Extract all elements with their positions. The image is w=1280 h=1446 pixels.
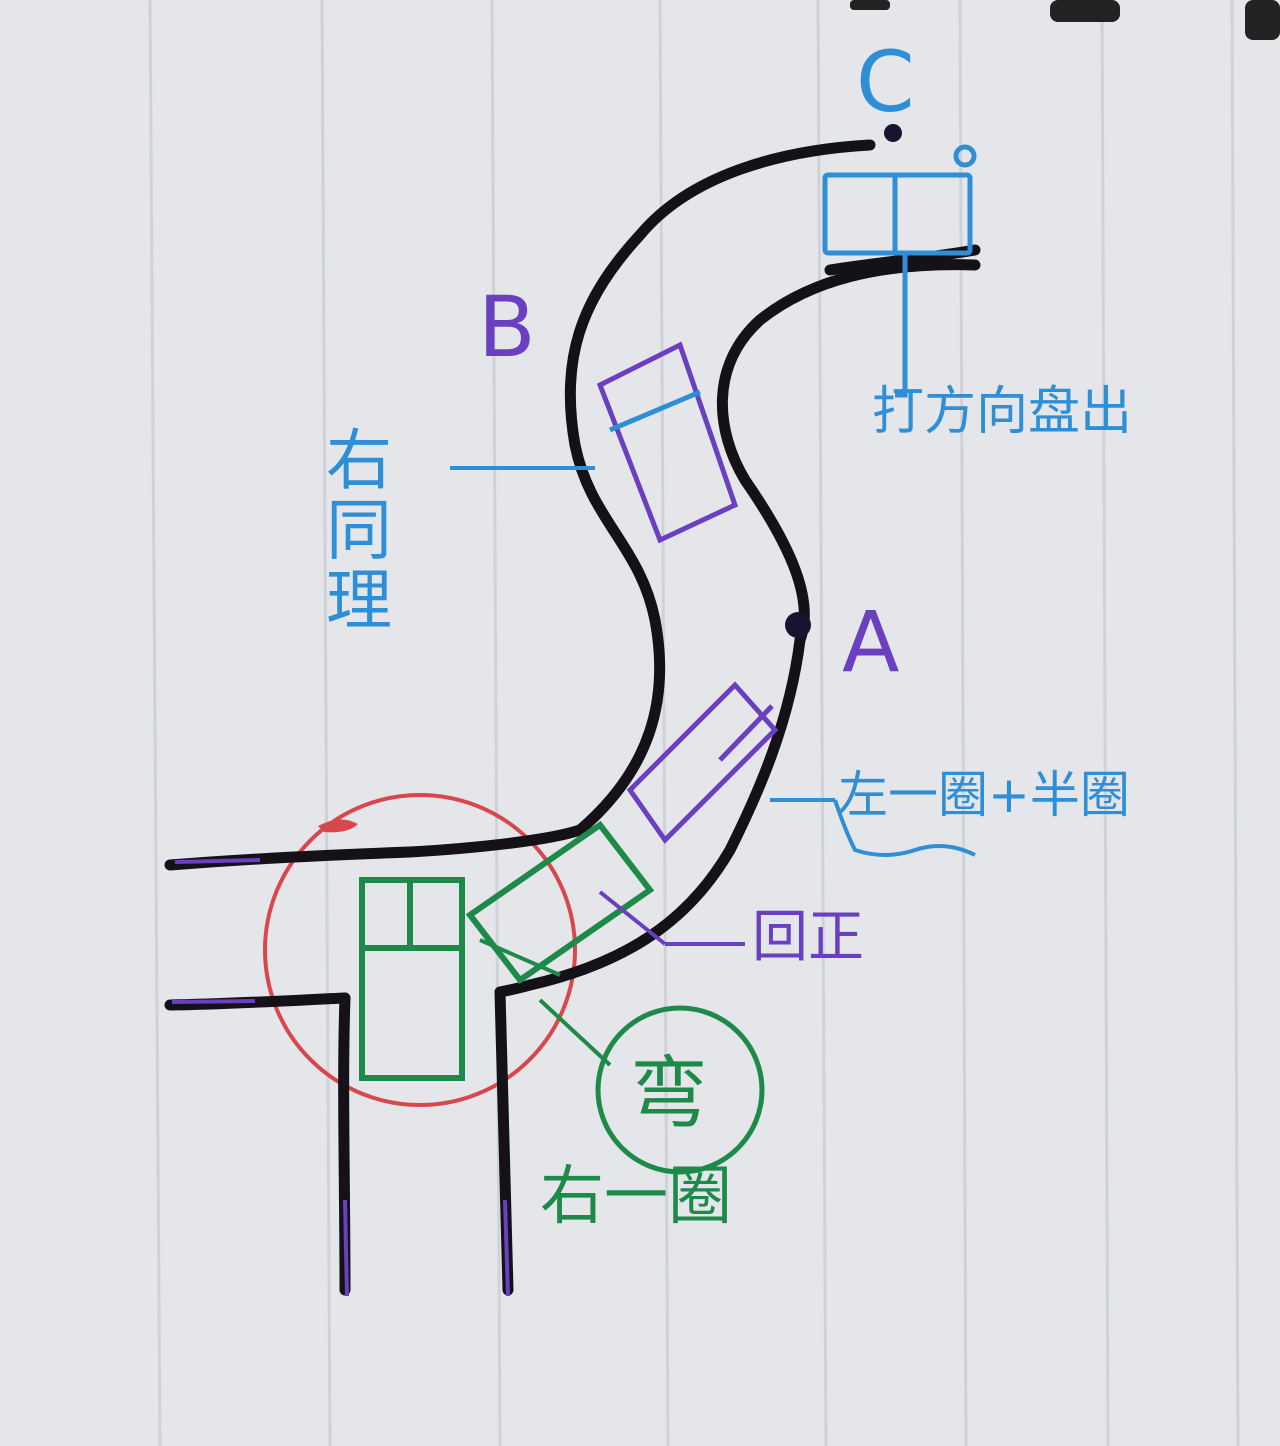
car-in-garage <box>359 877 465 1081</box>
point-b-label: B <box>478 278 536 376</box>
leader-lines <box>450 466 976 1067</box>
paper-rules <box>148 0 1240 1446</box>
car-at-c <box>822 144 977 398</box>
car-near-a <box>626 681 779 844</box>
road-left-edge-upper <box>564 139 876 836</box>
point-c-dot <box>884 124 902 142</box>
car-diagonal <box>465 820 655 985</box>
note-right-turn: 右一圈 <box>540 1160 732 1234</box>
garage-highlight-circle <box>263 793 577 1107</box>
note-return-straight: 回正 <box>752 905 864 970</box>
point-a-label: A <box>842 593 900 691</box>
point-c-label: C <box>856 33 915 131</box>
point-a-dot <box>785 612 811 638</box>
main-road-bottom-edge <box>164 992 351 1011</box>
note-right-same: 右同理 <box>315 425 392 635</box>
purple-accents <box>171 858 510 1297</box>
red-mark <box>318 819 358 833</box>
road <box>164 139 981 1296</box>
turn-note-circle <box>595 1005 765 1175</box>
note-turn: 弯 <box>630 1049 709 1139</box>
note-left-turn: 左一圈+半圈 <box>838 766 1130 824</box>
road-right-edge-lower <box>524 634 806 991</box>
ink-smudges <box>850 0 1280 40</box>
road-right-edge-upper <box>717 259 981 646</box>
car-at-b <box>596 341 739 544</box>
note-exit: 打方向盘出 <box>872 382 1133 442</box>
